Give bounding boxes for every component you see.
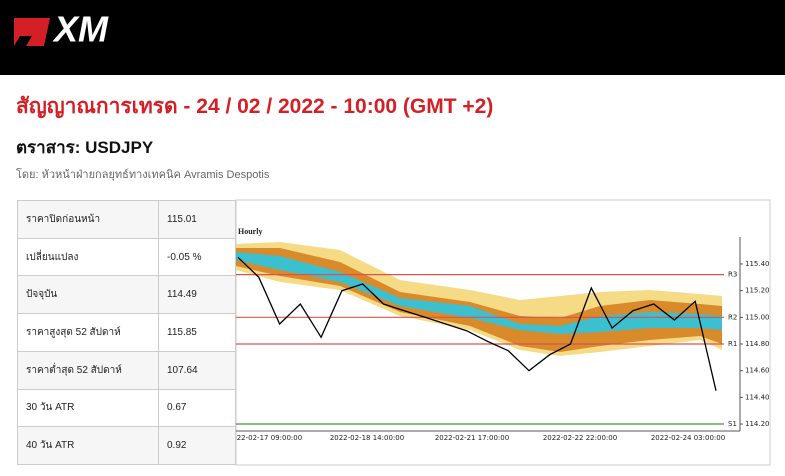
y-tick-label: 114.60 [745, 367, 770, 375]
table-row: ราคาต่ำสุด 52 สัปดาห์ 107.64 [17, 350, 236, 390]
cell-label: 30 วัน ATR [17, 388, 159, 428]
y-tick-label: 114.80 [745, 340, 770, 348]
level-label: R3 [728, 271, 737, 279]
cell-label: ราคาต่ำสุด 52 สัปดาห์ [17, 350, 159, 390]
cell-label: 40 วัน ATR [17, 426, 159, 465]
x-tick-label: 2022-02-17 09:00:00 [228, 434, 302, 442]
cell-label: ปัจจุบัน [17, 275, 159, 315]
chart-subtitle: Hourly [238, 227, 262, 236]
header-bar [0, 0, 785, 75]
table-row: ปัจจุบัน 114.49 [17, 275, 236, 315]
stats-table: ราคาปิดก่อนหน้า 115.01 เปลี่ยนแปลง -0.05 % ป… [17, 200, 236, 465]
level-label: R2 [728, 313, 737, 321]
x-tick-label: 2022-02-18 14:00:00 [330, 434, 404, 442]
level-label: S1 [728, 420, 737, 428]
cell-label: ราคาปิดก่อนหน้า [17, 200, 159, 239]
table-row: 30 วัน ATR 0.67 [17, 388, 236, 428]
y-tick-label: 114.20 [745, 420, 770, 428]
cell-value: 107.64 [158, 350, 236, 390]
logo-text: XM [52, 9, 109, 50]
table-row: เปลี่ยนแปลง -0.05 % [17, 237, 236, 277]
x-tick-label: 2022-02-22 22:00:00 [543, 434, 617, 442]
cell-value: -0.05 % [158, 237, 236, 277]
cell-value: 115.85 [158, 313, 236, 352]
cell-value: 0.67 [158, 388, 236, 428]
y-tick-label: 115.20 [745, 287, 770, 295]
y-tick-label: 114.40 [745, 393, 770, 401]
level-label: R1 [728, 340, 737, 348]
author: โดย: หัวหน้าฝ่ายกลยุทธ์ทางเทคนิค Avramis… [16, 169, 270, 181]
table-row: ราคาสูงสุด 52 สัปดาห์ 115.85 [17, 313, 236, 352]
logo-mark [14, 18, 50, 46]
x-tick-label: 2022-02-21 17:00:00 [435, 434, 509, 442]
cell-value: 0.92 [158, 426, 236, 465]
cell-label: ราคาสูงสุด 52 สัปดาห์ [17, 313, 159, 352]
cell-value: 115.01 [158, 200, 236, 239]
table-row: ราคาปิดก่อนหน้า 115.01 [17, 200, 236, 239]
x-tick-label: 2022-02-24 03:00:00 [651, 434, 725, 442]
cell-value: 114.49 [158, 275, 236, 315]
price-line [237, 256, 717, 391]
y-tick-label: 115.00 [745, 313, 770, 321]
logo: XM [14, 9, 109, 50]
y-tick-label: 115.40 [745, 260, 770, 268]
table-row: 40 วัน ATR 0.92 [17, 426, 236, 465]
page-title: สัญญาณการเทรด - 24 / 02 / 2022 - 10:00 (… [16, 95, 494, 118]
instrument: ตราสาร: USDJPY [16, 138, 154, 157]
cell-label: เปลี่ยนแปลง [17, 237, 159, 277]
